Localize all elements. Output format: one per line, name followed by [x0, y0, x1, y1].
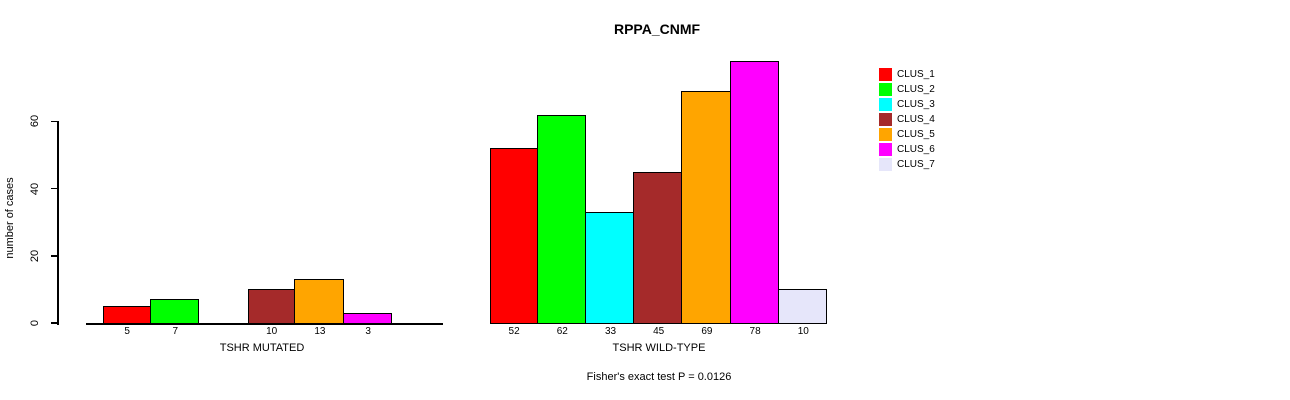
- bar-clus_2: [536, 114, 587, 325]
- y-tick-label: 60: [29, 115, 41, 128]
- y-axis-line: [57, 121, 59, 325]
- bar-clus_6: [729, 60, 780, 325]
- legend-label: CLUS_2: [897, 84, 935, 95]
- bar-clus_5: [681, 91, 731, 325]
- legend-item: CLUS_1: [879, 67, 935, 82]
- legend-swatch: [879, 158, 892, 171]
- bar-value-label: 52: [508, 326, 520, 337]
- fisher-test-annotation: Fisher's exact test P = 0.0126: [586, 371, 732, 383]
- bar-clus_7: [777, 289, 828, 325]
- y-tick: [51, 187, 57, 190]
- bar-clus_1: [103, 306, 152, 325]
- bar-value-label: 13: [314, 326, 326, 337]
- legend: CLUS_1 CLUS_2 CLUS_3 CLUS_4 CLUS_5 CLUS_6 CLUS…: [879, 67, 935, 172]
- legend-label: CLUS_4: [897, 114, 935, 125]
- y-axis-label: number of cases: [4, 177, 16, 259]
- y-tick: [51, 322, 57, 324]
- chart-title: RPPA_CNMF: [613, 21, 701, 37]
- bar-clus_5: [294, 279, 344, 325]
- bar-clus_1: [490, 148, 539, 325]
- legend-swatch: [879, 98, 892, 111]
- legend-label: CLUS_5: [897, 129, 935, 140]
- bar-clus_4: [633, 171, 683, 325]
- bar-clus_4: [247, 289, 296, 325]
- legend-label: CLUS_6: [897, 144, 935, 155]
- legend-swatch: [879, 83, 892, 96]
- y-tick-label: 20: [29, 249, 41, 262]
- legend-label: CLUS_7: [897, 159, 935, 170]
- legend-swatch: [879, 143, 892, 156]
- bar-value-label: 7: [172, 326, 179, 337]
- legend-item: CLUS_7: [879, 157, 935, 172]
- bar-value-label: 78: [749, 326, 761, 337]
- legend-item: CLUS_2: [879, 82, 935, 97]
- legend-item: CLUS_3: [879, 97, 935, 112]
- bar-value-label: 69: [701, 326, 713, 337]
- bar-clus_3: [584, 212, 635, 325]
- legend-item: CLUS_5: [879, 127, 935, 142]
- bar-value-label: 45: [653, 326, 665, 337]
- bar-value-label: 33: [604, 326, 617, 337]
- bar-value-label: 10: [797, 326, 809, 337]
- legend-swatch: [879, 128, 892, 141]
- legend-label: CLUS_3: [897, 99, 935, 110]
- bar-value-label: 62: [556, 326, 568, 337]
- legend-label: CLUS_1: [897, 69, 935, 80]
- bar-value-label: 5: [124, 326, 130, 337]
- bar-clus_6: [342, 312, 393, 325]
- bar-value-label: 3: [365, 326, 371, 337]
- y-tick: [51, 120, 57, 123]
- y-tick: [51, 255, 57, 257]
- x-axis-label-tshr-mutated: TSHR MUTATED: [219, 342, 305, 354]
- bar-value-label: 10: [266, 326, 278, 337]
- legend-swatch: [879, 68, 892, 81]
- x-axis-label-tshr-wild-type: TSHR WILD-TYPE: [612, 342, 706, 354]
- y-tick-label: 0: [29, 319, 41, 327]
- legend-swatch: [879, 113, 892, 126]
- legend-item: CLUS_6: [879, 142, 935, 157]
- bar-clus_2: [149, 299, 200, 325]
- legend-item: CLUS_4: [879, 112, 935, 127]
- y-tick-label: 40: [29, 182, 41, 195]
